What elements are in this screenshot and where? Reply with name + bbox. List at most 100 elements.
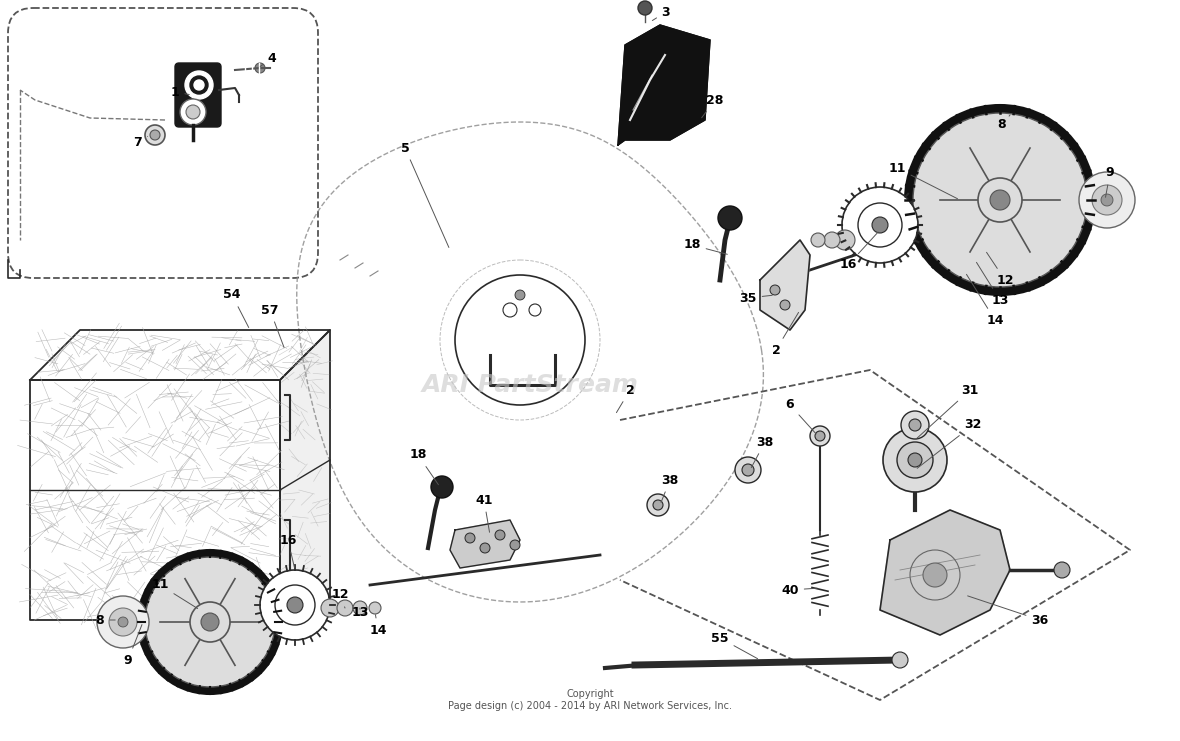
Circle shape bbox=[858, 203, 902, 247]
Circle shape bbox=[902, 411, 929, 439]
Circle shape bbox=[194, 80, 204, 90]
Circle shape bbox=[480, 543, 490, 553]
Text: 12: 12 bbox=[986, 253, 1014, 287]
Text: 4: 4 bbox=[261, 52, 276, 67]
Circle shape bbox=[190, 76, 208, 94]
Circle shape bbox=[913, 113, 1087, 287]
Circle shape bbox=[145, 557, 275, 687]
FancyBboxPatch shape bbox=[175, 63, 221, 127]
Text: 54: 54 bbox=[223, 288, 249, 328]
Circle shape bbox=[181, 99, 206, 125]
Circle shape bbox=[824, 232, 840, 248]
Circle shape bbox=[1092, 185, 1122, 215]
Circle shape bbox=[514, 290, 525, 300]
Text: 11: 11 bbox=[151, 579, 197, 608]
Circle shape bbox=[905, 105, 1095, 295]
Circle shape bbox=[109, 608, 137, 636]
Circle shape bbox=[638, 1, 653, 15]
Circle shape bbox=[907, 453, 922, 467]
Text: 31: 31 bbox=[917, 384, 978, 438]
Circle shape bbox=[872, 217, 889, 233]
Text: 40: 40 bbox=[781, 583, 818, 597]
Text: Copyright
Page design (c) 2004 - 2014 by ARI Network Services, Inc.: Copyright Page design (c) 2004 - 2014 by… bbox=[448, 689, 732, 711]
Circle shape bbox=[97, 596, 149, 648]
Text: 2: 2 bbox=[772, 313, 799, 356]
Circle shape bbox=[1079, 172, 1135, 228]
Circle shape bbox=[369, 602, 381, 614]
Circle shape bbox=[1101, 194, 1113, 206]
Circle shape bbox=[287, 597, 303, 613]
Circle shape bbox=[978, 178, 1022, 222]
Polygon shape bbox=[30, 330, 330, 380]
Circle shape bbox=[835, 230, 856, 250]
Text: 5: 5 bbox=[401, 142, 448, 247]
Text: ARI PartStream: ARI PartStream bbox=[421, 373, 638, 397]
Text: 32: 32 bbox=[917, 419, 982, 468]
Circle shape bbox=[275, 585, 315, 625]
Circle shape bbox=[190, 602, 230, 642]
Text: 38: 38 bbox=[752, 436, 774, 468]
Circle shape bbox=[923, 563, 948, 587]
Text: 13: 13 bbox=[352, 605, 368, 619]
Polygon shape bbox=[30, 380, 280, 620]
Text: 14: 14 bbox=[966, 274, 1004, 327]
Circle shape bbox=[201, 613, 219, 631]
Circle shape bbox=[735, 457, 761, 483]
Polygon shape bbox=[880, 510, 1010, 635]
Circle shape bbox=[883, 428, 948, 492]
Circle shape bbox=[455, 275, 585, 405]
Text: 13: 13 bbox=[977, 262, 1009, 307]
Text: 41: 41 bbox=[476, 494, 493, 532]
Text: 18: 18 bbox=[683, 239, 727, 254]
Circle shape bbox=[647, 494, 669, 516]
Text: 8: 8 bbox=[997, 115, 1010, 131]
Circle shape bbox=[780, 300, 789, 310]
Text: 55: 55 bbox=[712, 631, 758, 659]
Text: 36: 36 bbox=[968, 596, 1049, 626]
Circle shape bbox=[843, 187, 918, 263]
Circle shape bbox=[138, 550, 282, 694]
Circle shape bbox=[186, 105, 199, 119]
Polygon shape bbox=[760, 240, 809, 330]
Text: 9: 9 bbox=[1106, 167, 1114, 197]
Circle shape bbox=[353, 601, 367, 615]
Text: 57: 57 bbox=[261, 304, 284, 348]
Circle shape bbox=[717, 206, 742, 230]
Text: 1: 1 bbox=[171, 85, 189, 99]
Circle shape bbox=[145, 125, 165, 145]
Text: 3: 3 bbox=[653, 5, 670, 21]
Circle shape bbox=[811, 233, 825, 247]
Text: 9: 9 bbox=[124, 625, 142, 666]
Circle shape bbox=[337, 600, 353, 616]
Circle shape bbox=[809, 426, 830, 446]
Polygon shape bbox=[450, 520, 520, 568]
Text: 16: 16 bbox=[280, 534, 296, 568]
Text: 28: 28 bbox=[702, 93, 723, 118]
Text: 18: 18 bbox=[409, 448, 439, 485]
Circle shape bbox=[321, 599, 339, 617]
Circle shape bbox=[510, 540, 520, 550]
Text: 11: 11 bbox=[889, 162, 957, 199]
Circle shape bbox=[431, 476, 453, 498]
Circle shape bbox=[892, 652, 907, 668]
Circle shape bbox=[909, 419, 922, 431]
Circle shape bbox=[1054, 562, 1070, 578]
Text: 16: 16 bbox=[839, 232, 878, 271]
Text: 14: 14 bbox=[369, 615, 387, 637]
Text: 8: 8 bbox=[96, 614, 116, 626]
Text: 35: 35 bbox=[740, 291, 772, 305]
Circle shape bbox=[494, 530, 505, 540]
Circle shape bbox=[990, 190, 1010, 210]
Circle shape bbox=[897, 442, 933, 478]
Circle shape bbox=[742, 464, 754, 476]
Polygon shape bbox=[280, 330, 330, 620]
Circle shape bbox=[771, 285, 780, 295]
Text: 6: 6 bbox=[786, 399, 817, 434]
Text: 38: 38 bbox=[661, 473, 678, 502]
Circle shape bbox=[815, 431, 825, 441]
Circle shape bbox=[150, 130, 160, 140]
Circle shape bbox=[255, 63, 266, 73]
Circle shape bbox=[653, 500, 663, 510]
Polygon shape bbox=[618, 25, 710, 145]
Text: 7: 7 bbox=[133, 136, 148, 148]
